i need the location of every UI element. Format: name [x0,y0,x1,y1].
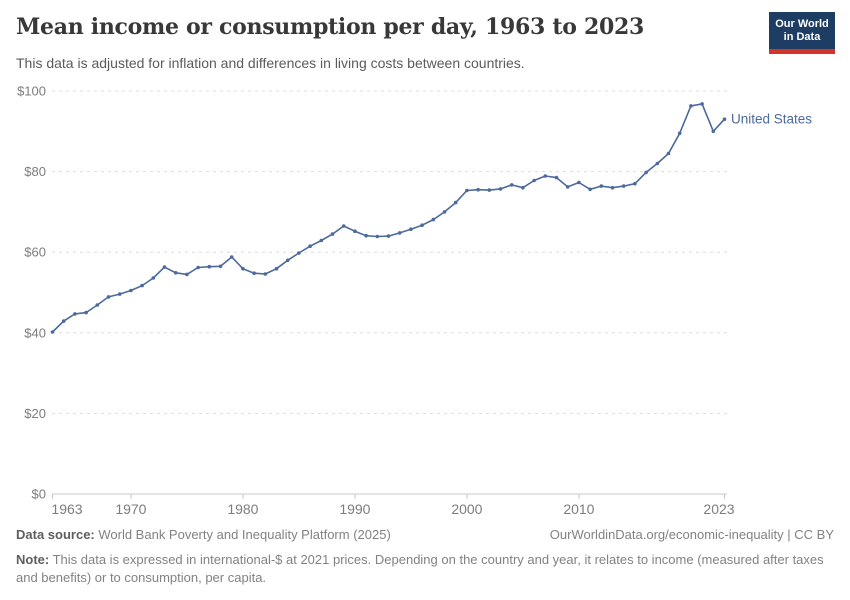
owid-logo-line2: in Data [783,31,821,43]
data-point [465,188,469,193]
series-label-united-states[interactable]: United States [731,112,812,127]
data-point [666,151,671,156]
data-point [73,312,77,316]
data-point [700,102,704,106]
note-label: Note: [16,552,50,567]
data-point [274,266,279,271]
data-point [353,229,357,233]
data-point [129,288,133,293]
data-point [644,170,648,175]
data-point [610,185,615,190]
owid-logo[interactable]: Our World in Data [769,12,835,54]
data-point [532,178,536,183]
x-tick-label: 2023 [703,501,734,517]
y-tick-label: $60 [24,245,46,260]
data-point [431,217,436,222]
data-source-text: Data source: World Bank Poverty and Ineq… [16,527,391,542]
data-point [543,174,548,178]
data-point [330,232,335,236]
chart-footer: Data source: World Bank Poverty and Ineq… [16,527,834,587]
data-point [341,224,346,228]
y-tick-label: $0 [32,487,46,502]
data-point [252,271,256,276]
data-point [577,180,581,185]
data-source-label: Data source: [16,527,95,542]
data-point [565,185,570,189]
data-point [218,264,223,269]
data-point [95,303,100,307]
y-tick-label: $100 [17,84,46,99]
x-tick-label: 2010 [563,501,594,517]
data-point [207,264,212,269]
data-point [509,183,514,187]
data-point [185,272,189,277]
owid-citation-link[interactable]: OurWorldinData.org/economic-inequality |… [549,527,834,542]
data-point [61,319,66,323]
data-point [241,266,245,271]
data-point [285,258,290,263]
data-point [308,244,312,248]
data-point [722,117,727,121]
data-point [453,200,458,205]
y-tick-label: $80 [24,164,46,179]
data-point [409,227,413,231]
chart-subtitle: This data is adjusted for inflation and … [16,55,525,71]
y-tick-label: $40 [24,325,46,340]
data-point [297,251,301,255]
data-point [140,283,144,288]
data-point [375,234,380,239]
data-point [263,272,268,276]
data-point [711,129,716,134]
data-point [151,276,156,280]
data-point [162,265,167,269]
data-point [689,104,693,108]
data-point [621,184,626,188]
x-tick-label: 1990 [339,501,370,517]
data-point [386,234,391,238]
data-point [84,310,88,315]
data-point [442,210,447,214]
x-tick-label: 1970 [115,501,146,517]
owid-logo-line1: Our World [775,18,829,30]
x-tick-label: 1980 [227,501,258,517]
data-point [106,295,111,299]
note-value: This data is expressed in international-… [16,552,824,585]
data-point [633,181,637,186]
data-point [397,231,402,235]
us-series-line[interactable] [51,103,726,333]
data-point [319,238,324,243]
data-point [50,330,55,334]
data-point [173,271,178,275]
data-point [229,255,234,259]
data-point [420,223,424,227]
x-tick-label: 2000 [451,501,482,517]
data-point [655,161,660,166]
data-source-value: World Bank Poverty and Inequality Platfo… [94,527,391,542]
data-point [677,131,682,136]
data-point [521,185,525,190]
page-title: Mean income or consumption per day, 1963… [16,14,644,40]
x-tick-label: 1963 [51,501,82,517]
data-point [487,188,492,192]
data-point [599,184,604,188]
data-point [196,265,200,270]
data-point [364,233,368,238]
data-point [588,187,592,192]
data-point [554,175,559,180]
y-tick-label: $20 [24,406,46,421]
chart-note: Note: This data is expressed in internat… [16,551,824,587]
data-point [117,292,122,296]
data-point [476,187,480,192]
data-point [498,187,503,191]
